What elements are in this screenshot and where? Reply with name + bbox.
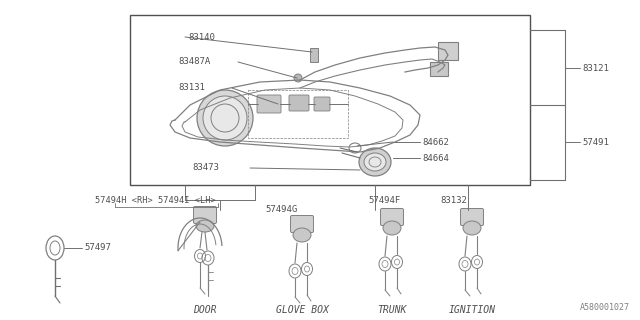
FancyBboxPatch shape <box>314 97 330 111</box>
Text: A580001027: A580001027 <box>580 303 630 312</box>
Ellipse shape <box>196 220 214 232</box>
Text: TRUNK: TRUNK <box>378 305 406 315</box>
Ellipse shape <box>383 221 401 235</box>
Text: 57497: 57497 <box>84 243 111 252</box>
Text: 57494F: 57494F <box>368 196 400 205</box>
Text: GLOVE BOX: GLOVE BOX <box>276 305 328 315</box>
Bar <box>438 42 458 60</box>
Text: 83487A: 83487A <box>178 57 211 66</box>
FancyBboxPatch shape <box>289 95 309 111</box>
Bar <box>310 48 318 62</box>
Ellipse shape <box>463 221 481 235</box>
Text: 83131: 83131 <box>178 83 205 92</box>
FancyBboxPatch shape <box>193 206 216 223</box>
FancyBboxPatch shape <box>381 209 403 226</box>
Circle shape <box>203 96 247 140</box>
Text: 57494H <RH>: 57494H <RH> <box>95 196 153 205</box>
Text: 83132: 83132 <box>440 196 467 205</box>
Ellipse shape <box>359 148 391 176</box>
FancyBboxPatch shape <box>257 95 281 113</box>
Bar <box>248 90 348 138</box>
Text: 83121: 83121 <box>582 64 609 73</box>
Circle shape <box>294 74 302 82</box>
Text: 57494G: 57494G <box>265 205 297 214</box>
Circle shape <box>197 90 253 146</box>
Text: 57491: 57491 <box>582 138 609 147</box>
Bar <box>130 15 530 185</box>
Bar <box>430 62 448 76</box>
Text: DOOR: DOOR <box>193 305 217 315</box>
FancyBboxPatch shape <box>291 215 314 233</box>
Text: 84664: 84664 <box>422 154 449 163</box>
Text: 83140: 83140 <box>188 33 215 42</box>
Text: 57494I <LH>: 57494I <LH> <box>158 196 216 205</box>
Text: 83473: 83473 <box>192 163 219 172</box>
Ellipse shape <box>293 228 311 242</box>
Text: 84662: 84662 <box>422 138 449 147</box>
FancyBboxPatch shape <box>461 209 483 226</box>
Text: IGNITION: IGNITION <box>449 305 495 315</box>
Ellipse shape <box>364 153 386 171</box>
